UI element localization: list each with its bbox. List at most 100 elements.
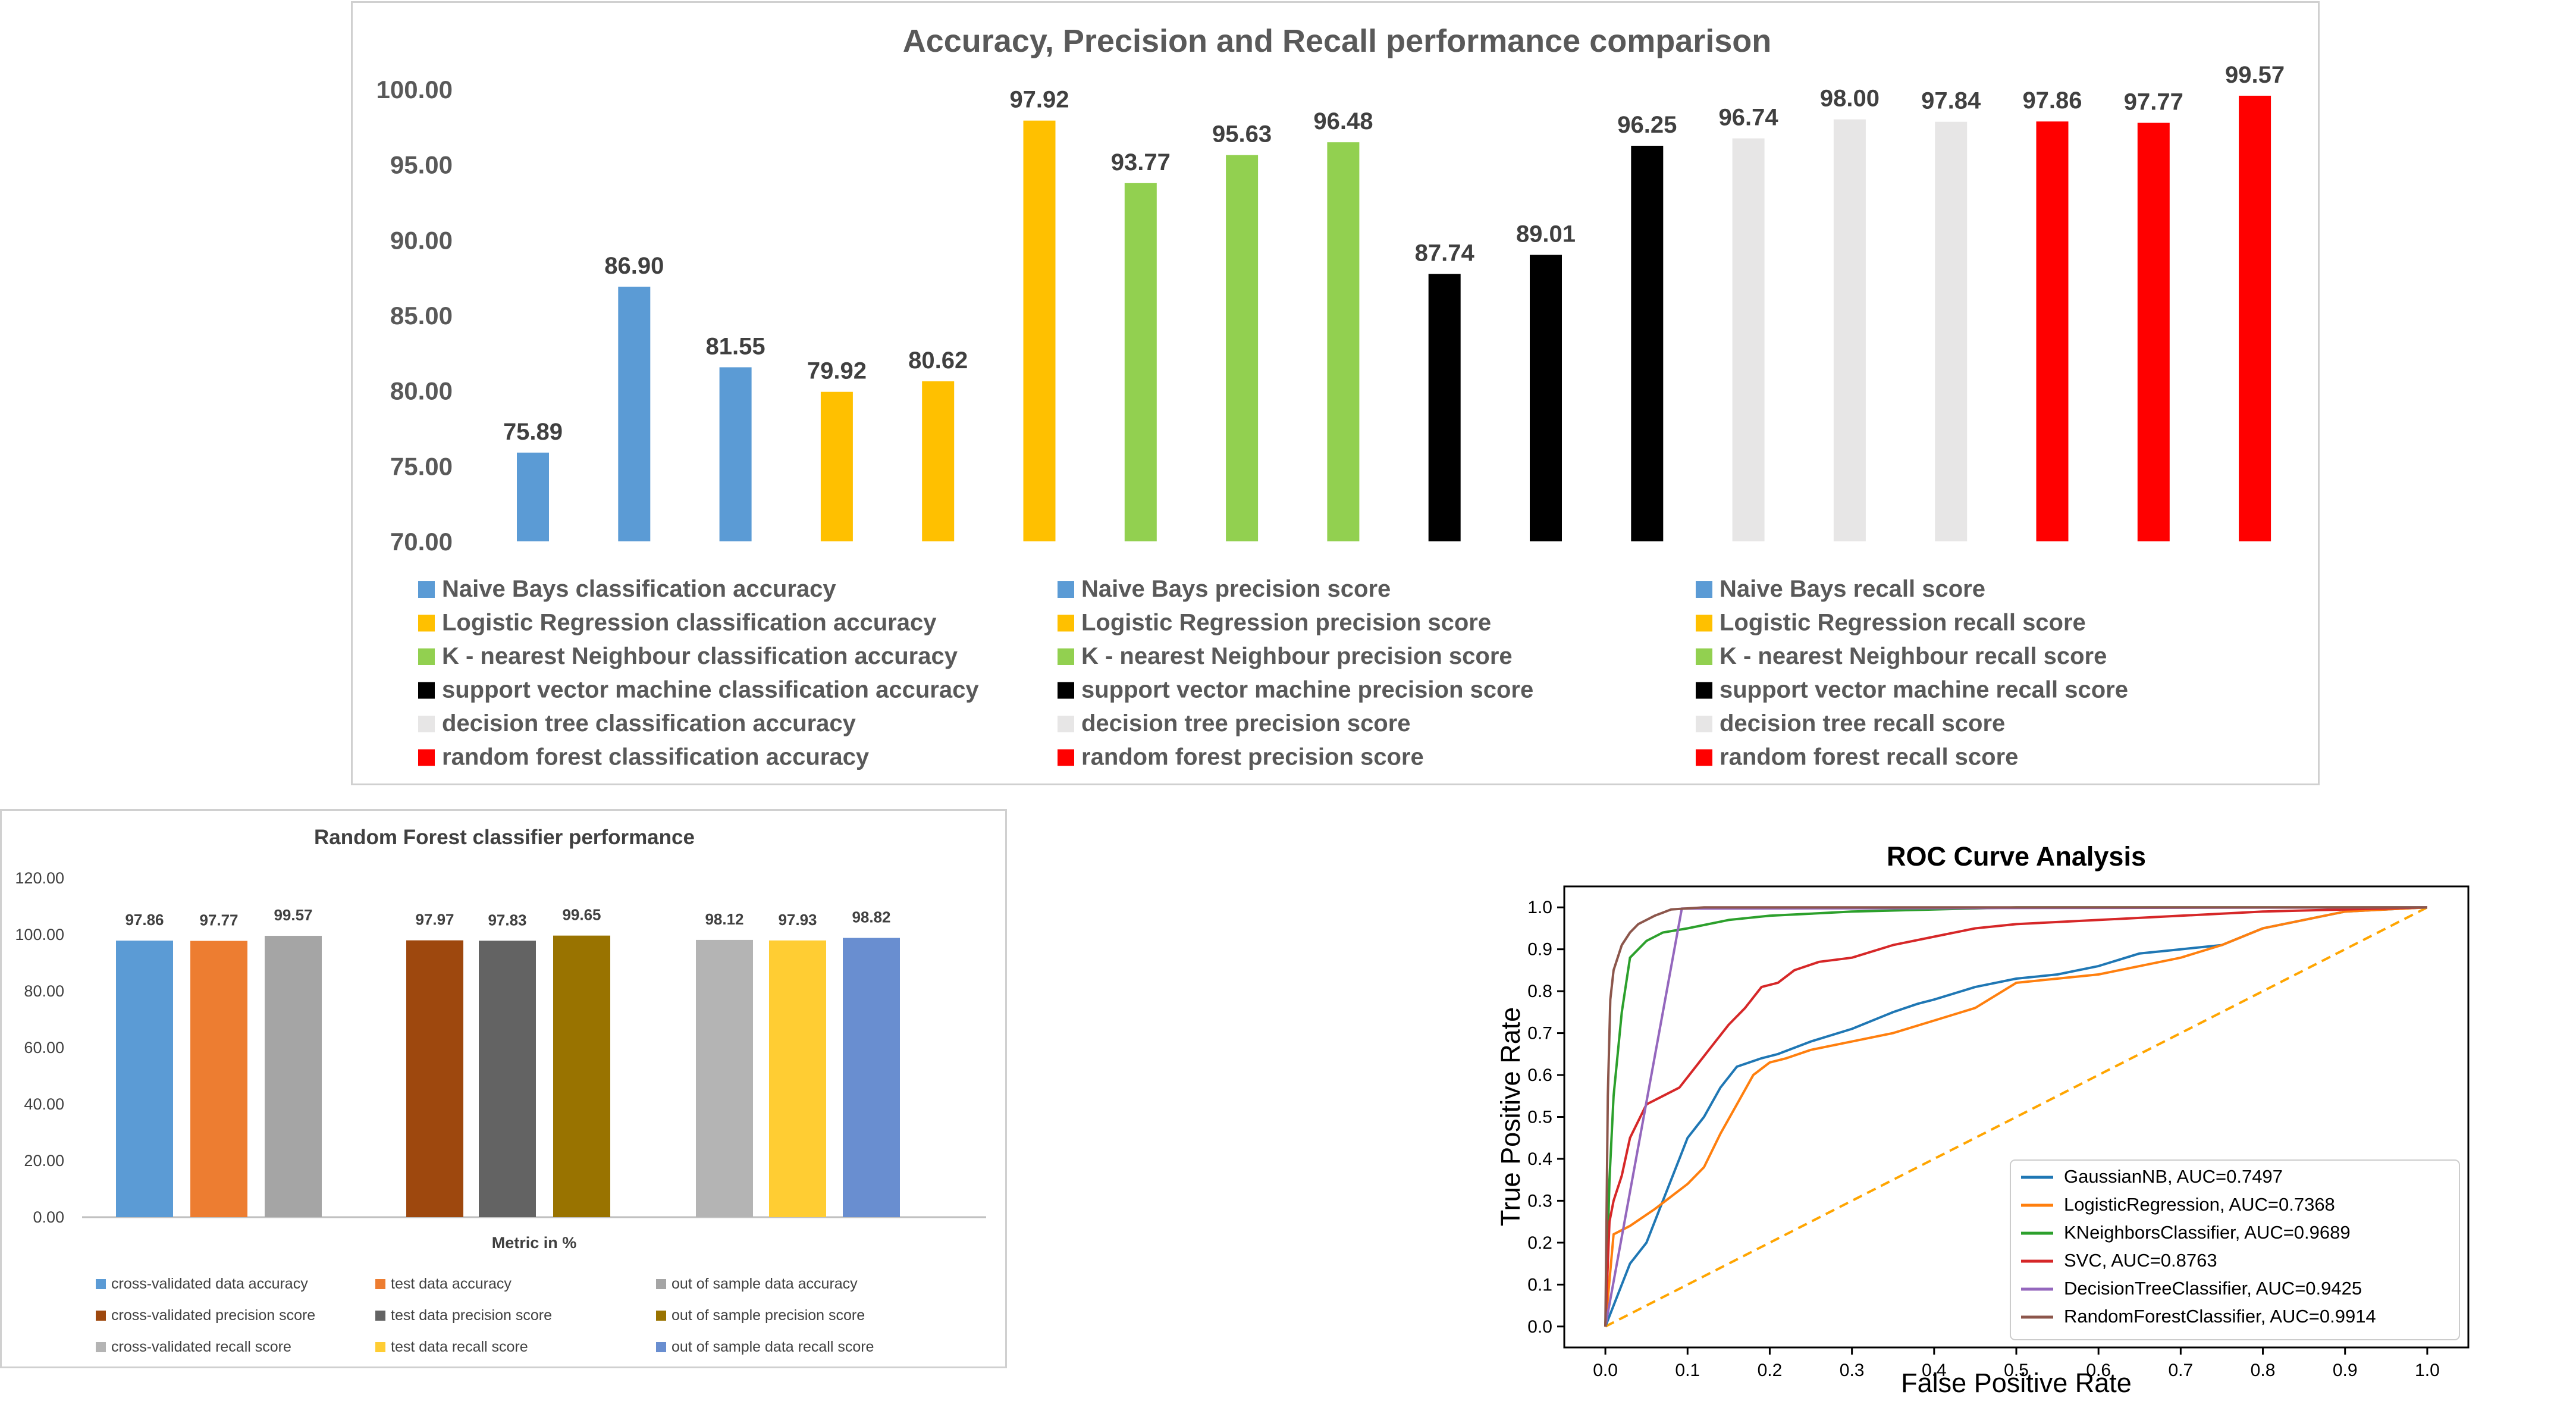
x-tick-label: 0.4 — [1922, 1361, 1947, 1380]
y-axis-label: True Positive Rate — [1495, 1007, 1526, 1226]
random-forest-chart: Random Forest classifier performance 0.00… — [15, 826, 986, 1355]
legend-label: Naive Bays precision score — [1081, 576, 1391, 602]
data-label: 93.77 — [1111, 149, 1171, 175]
bar — [1631, 146, 1664, 541]
bar — [265, 936, 322, 1217]
bar — [1833, 119, 1866, 541]
legend-label: cross-validated precision score — [111, 1307, 315, 1324]
x-tick-label: 0.8 — [2251, 1361, 2276, 1380]
legend-swatch — [1058, 581, 1074, 598]
legend-label: cross-validated data accuracy — [111, 1275, 308, 1292]
data-label: 86.90 — [604, 253, 664, 279]
legend-swatch — [375, 1311, 385, 1321]
data-label: 96.48 — [1313, 108, 1373, 134]
legend-label: Naive Bays recall score — [1720, 576, 1985, 602]
data-label: 81.55 — [706, 333, 765, 359]
bar — [517, 452, 549, 541]
legend-label: support vector machine classification ac… — [442, 677, 979, 703]
data-label: 96.25 — [1617, 112, 1677, 138]
random-forest-chart-panel: Random Forest classifier performance 0.00… — [0, 809, 1007, 1368]
legend-label: support vector machine precision score — [1081, 677, 1533, 703]
bar — [1530, 255, 1562, 541]
legend-label: cross-validated recall score — [111, 1339, 291, 1355]
y-tick-label: 95.00 — [390, 151, 453, 179]
legend-label: LogisticRegression, AUC=0.7368 — [2064, 1194, 2335, 1215]
data-label: 95.63 — [1212, 121, 1272, 148]
bar — [1327, 142, 1360, 541]
legend-label: Logistic Regression recall score — [1720, 610, 2086, 636]
chart-title: Accuracy, Precision and Recall performan… — [903, 23, 1772, 59]
x-tick-label: 0.6 — [2086, 1361, 2111, 1380]
legend-swatch — [656, 1279, 666, 1289]
roc-series-line — [1604, 906, 2428, 1327]
legend-label: DecisionTreeClassifier, AUC=0.9425 — [2064, 1278, 2362, 1299]
legend-swatch — [96, 1342, 106, 1352]
legend-swatch — [1696, 581, 1712, 598]
data-label: 97.86 — [2022, 87, 2082, 114]
x-tick-label: 0.2 — [1758, 1361, 1783, 1380]
legend-swatch — [1058, 716, 1074, 732]
data-label: 99.57 — [2225, 62, 2285, 88]
legend-label: random forest recall score — [1720, 744, 2018, 770]
data-label: 99.57 — [274, 906, 312, 924]
y-tick-label: 80.00 — [24, 982, 64, 1000]
legend-label: Naive Bays classification accuracy — [442, 576, 836, 602]
data-label: 97.92 — [1009, 87, 1069, 113]
bar — [1428, 274, 1461, 541]
y-tick-label: 90.00 — [390, 226, 453, 254]
y-tick-label: 0.1 — [1527, 1275, 1552, 1295]
bar — [1226, 155, 1259, 541]
legend-label: test data precision score — [391, 1307, 552, 1324]
y-tick-label: 0.0 — [1527, 1317, 1552, 1337]
legend-label: RandomForestClassifier, AUC=0.9914 — [2064, 1306, 2376, 1327]
data-label: 75.89 — [503, 419, 563, 445]
data-label: 97.83 — [488, 911, 526, 929]
legend-swatch — [418, 648, 435, 665]
legend-swatch — [96, 1279, 106, 1289]
legend-label: SVC, AUC=0.8763 — [2064, 1250, 2217, 1271]
data-label: 97.77 — [199, 911, 238, 929]
x-tick-label: 0.7 — [2169, 1361, 2194, 1380]
y-tick-label: 85.00 — [390, 302, 453, 330]
legend-swatch — [1058, 682, 1074, 699]
x-tick-label: 0.5 — [2004, 1361, 2029, 1380]
data-label: 97.97 — [415, 911, 454, 929]
legend-swatch — [418, 716, 435, 732]
legend-swatch — [1058, 648, 1074, 665]
y-tick-label: 80.00 — [390, 377, 453, 405]
legend-label: decision tree classification accuracy — [442, 710, 856, 736]
x-tick-label: 0.0 — [1593, 1361, 1618, 1380]
legend-swatch — [1696, 682, 1712, 699]
legend-swatch — [1696, 749, 1712, 766]
bar — [1732, 138, 1765, 541]
legend-label: support vector machine recall score — [1720, 677, 2128, 703]
legend-label: test data accuracy — [391, 1275, 512, 1292]
y-tick-label: 1.0 — [1527, 898, 1552, 917]
legend-label: K - nearest Neighbour classification acc… — [442, 643, 958, 669]
bar — [116, 941, 173, 1217]
legend-label: out of sample data accuracy — [672, 1275, 858, 1292]
data-label: 98.00 — [1820, 86, 1880, 112]
y-tick-label: 100.00 — [15, 926, 64, 944]
legend-swatch — [1696, 716, 1712, 732]
legend-swatch — [1696, 615, 1712, 632]
data-label: 87.74 — [1415, 240, 1475, 267]
data-label: 96.74 — [1719, 105, 1779, 131]
legend-label: K - nearest Neighbour recall score — [1720, 643, 2107, 669]
data-label: 97.86 — [125, 911, 164, 929]
y-tick-label: 0.5 — [1527, 1108, 1552, 1127]
y-tick-label: 0.6 — [1527, 1065, 1552, 1085]
bar — [820, 391, 853, 541]
legend-swatch — [1696, 648, 1712, 665]
y-tick-label: 40.00 — [24, 1095, 64, 1113]
roc-chart-panel: ROC Curve Analysis 0.0 0.1 0.2 0.3 0.4 0.5 0.6 0… — [1487, 827, 2492, 1398]
bar — [1935, 121, 1968, 542]
y-tick-label: 60.00 — [24, 1039, 64, 1057]
bar — [769, 940, 826, 1217]
bar — [696, 939, 753, 1217]
y-tick-label: 0.2 — [1527, 1233, 1552, 1253]
legend-swatch — [418, 749, 435, 766]
legend-label: decision tree recall score — [1720, 710, 2005, 736]
legend-label: K - nearest Neighbour precision score — [1081, 643, 1513, 669]
legend-swatch — [375, 1279, 385, 1289]
